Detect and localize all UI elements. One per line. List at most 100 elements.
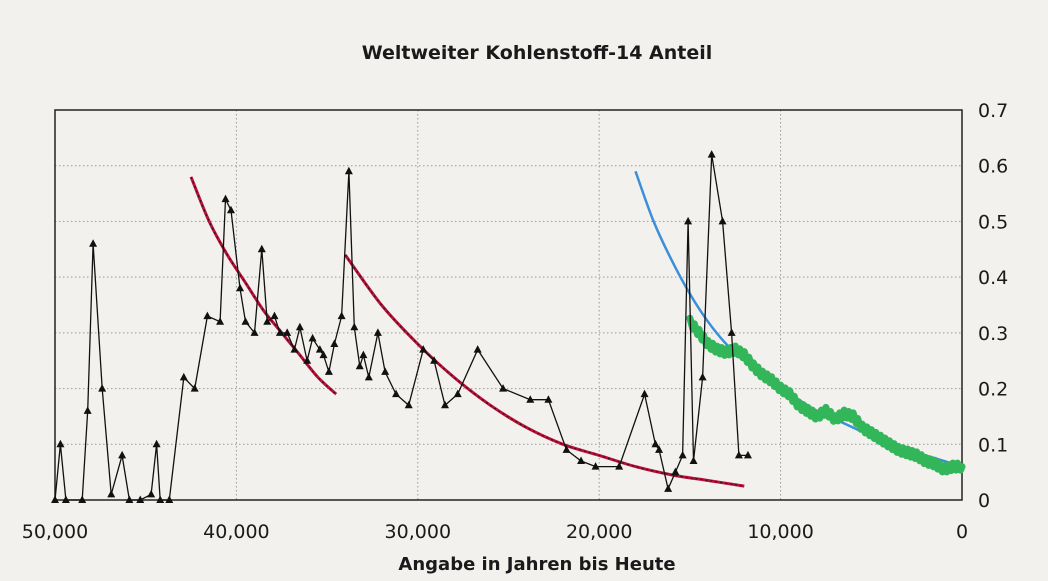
measured-point	[152, 439, 161, 448]
x-tick-label: 30,000	[385, 521, 451, 543]
measured-point	[330, 339, 339, 347]
measured-point	[337, 311, 346, 320]
y-tick-label: 0.2	[978, 379, 1008, 401]
measured-point	[743, 450, 752, 459]
measured-point	[324, 367, 333, 375]
measured-point	[689, 456, 698, 464]
y-tick-label: 0.1	[978, 434, 1008, 456]
measured-point	[430, 356, 439, 364]
measured-point	[364, 372, 373, 381]
measured-point	[61, 495, 70, 503]
measured-point	[136, 495, 145, 503]
measured-point	[544, 395, 553, 403]
measured-point	[344, 166, 353, 175]
measured-point	[295, 322, 304, 331]
measured-point	[56, 439, 65, 448]
measured-point	[78, 495, 87, 503]
measured-point	[226, 205, 235, 214]
measured-point	[250, 328, 259, 336]
fit-curve-blue	[634, 170, 963, 468]
x-tick-label: 50,000	[22, 521, 88, 543]
measured-point	[221, 194, 230, 203]
measured-point	[591, 462, 600, 470]
measured-point	[671, 467, 680, 476]
measured-point	[707, 150, 716, 158]
measured-point	[473, 345, 482, 353]
y-tick-labels: 0 0.1 0.2 0.3 0.4 0.5 0.6 0.7	[978, 100, 1008, 512]
measured-point	[404, 400, 413, 409]
measured-point	[655, 445, 664, 453]
measured-point	[727, 328, 736, 336]
measured-point	[453, 389, 462, 398]
measured-point	[83, 406, 92, 414]
measured-point	[640, 389, 649, 398]
x-tick-label: 0	[956, 521, 968, 543]
measured-point	[308, 333, 317, 342]
measured-point	[684, 216, 693, 225]
measured-point	[381, 367, 390, 375]
measured-point	[526, 395, 535, 403]
y-tick-label: 0	[978, 490, 990, 512]
measured-point	[355, 361, 364, 370]
x-axis-label: Angabe in Jahren bis Heute	[398, 554, 675, 575]
measured-point	[499, 384, 508, 392]
y-tick-label: 0.4	[978, 267, 1008, 289]
measured-point	[290, 345, 299, 353]
fit-curves	[189, 170, 963, 488]
fit-curve-red-dots	[190, 176, 337, 395]
measured-point	[283, 328, 292, 336]
measured-point	[51, 495, 59, 503]
recent-green-line	[686, 314, 966, 476]
measured-point	[651, 439, 660, 448]
measured-point	[257, 244, 266, 253]
measured-point	[315, 345, 324, 353]
measured-point	[107, 489, 116, 498]
recent-series	[686, 314, 966, 476]
measured-point	[615, 462, 624, 470]
measured-point	[373, 328, 382, 336]
measured-point	[270, 311, 279, 320]
measured-point	[98, 384, 107, 392]
x-tick-labels: 50,000 40,000 30,000 20,000 10,000 0	[22, 521, 968, 543]
measured-series	[51, 150, 752, 503]
measured-point	[718, 216, 727, 225]
y-tick-label: 0.5	[978, 211, 1008, 233]
measured-point	[359, 350, 368, 359]
measured-point	[125, 495, 134, 503]
measured-point	[263, 317, 272, 325]
y-tick-label: 0.6	[978, 156, 1008, 178]
gridlines	[55, 110, 962, 500]
measured-point	[203, 311, 212, 320]
measured-point	[664, 484, 673, 492]
measured-point	[350, 322, 359, 331]
measured-point	[303, 356, 312, 364]
measured-point	[698, 372, 707, 381]
x-tick-label: 20,000	[566, 521, 632, 543]
measured-point	[165, 495, 174, 503]
measured-point	[118, 450, 127, 459]
measured-point	[419, 345, 428, 353]
measured-point	[147, 489, 156, 498]
x-tick-label: 40,000	[203, 521, 269, 543]
measured-point	[562, 445, 571, 453]
measured-point	[577, 456, 586, 464]
measured-point	[734, 450, 743, 459]
chart-title: Weltweiter Kohlenstoff-14 Anteil	[362, 42, 713, 64]
x-tick-label: 10,000	[747, 521, 813, 543]
measured-point	[216, 317, 225, 325]
y-tick-label: 0.3	[978, 323, 1008, 345]
plot-frame	[54, 109, 963, 501]
measured-point	[89, 239, 98, 247]
measured-point	[179, 372, 188, 381]
measured-point	[236, 283, 245, 292]
measured-point	[241, 317, 250, 325]
measured-point	[319, 350, 328, 359]
measured-point	[392, 389, 401, 398]
fit-curve-red	[189, 176, 338, 396]
measured-point	[441, 400, 450, 409]
measured-point	[678, 450, 687, 459]
measured-point	[275, 328, 284, 336]
y-tick-label: 0.7	[978, 100, 1008, 122]
